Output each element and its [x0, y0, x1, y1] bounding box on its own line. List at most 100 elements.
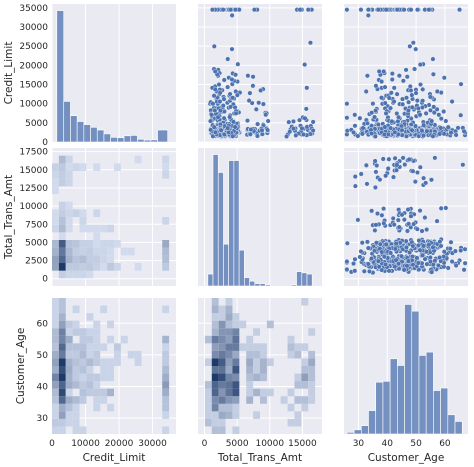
hist2d-cell	[232, 403, 240, 412]
scatter-point	[420, 98, 426, 104]
hist2d-cell	[162, 240, 170, 248]
histogram-bar	[233, 160, 240, 287]
hist2d-cell	[65, 217, 73, 225]
hist2d-cell	[114, 343, 121, 351]
scatter-point	[443, 205, 449, 211]
scatter-point	[208, 127, 214, 133]
scatter-point	[421, 133, 427, 139]
scatter-point	[303, 106, 309, 112]
histogram-bar	[404, 304, 413, 435]
hist2d-cell	[65, 255, 73, 263]
hist2d-cell	[93, 381, 101, 389]
scatter-point	[357, 115, 363, 121]
hist2d-cell	[253, 328, 260, 336]
hist2d-cell	[308, 328, 316, 336]
hist2d-cell	[218, 350, 226, 359]
scatter-point	[408, 224, 414, 230]
scatter-point	[232, 7, 238, 13]
hist2d-cell	[246, 381, 254, 389]
hist2d-cell	[65, 178, 73, 187]
scatter-point	[372, 133, 378, 139]
hist2d-cell	[79, 381, 87, 389]
scatter-point	[400, 155, 406, 161]
scatter-point	[458, 248, 464, 254]
scatter-point	[391, 85, 397, 91]
hist2d-cell	[72, 305, 80, 314]
scatter-point	[248, 127, 254, 133]
scatter-point	[364, 73, 370, 79]
hist2d-cell	[72, 328, 80, 336]
hist2d-cell	[72, 418, 80, 427]
scatter-point	[310, 128, 316, 134]
scatter-point	[395, 217, 401, 223]
hist2d-cell	[52, 305, 59, 314]
scatter-point	[441, 75, 447, 81]
hist2d-cell	[218, 313, 226, 321]
hist2d-cell	[86, 328, 94, 336]
histogram-bar	[157, 129, 168, 143]
hist2d-cell	[65, 155, 73, 164]
scatter-point	[234, 92, 240, 98]
scatter-point	[250, 74, 256, 80]
scatter-point	[352, 123, 358, 129]
hist2d-cell	[301, 381, 309, 389]
scatter-point	[304, 85, 310, 91]
hist2d-cell	[52, 366, 59, 374]
hist2d-cell	[58, 381, 66, 389]
scatter-point	[417, 164, 423, 170]
hist2d-cell	[100, 388, 108, 397]
scatter-point	[383, 173, 389, 179]
scatter-point	[365, 245, 371, 251]
hist2d-cell	[114, 163, 121, 171]
y-tick-label: 12500	[19, 184, 48, 194]
y-tick-label: 15000	[19, 81, 48, 91]
y-axis-label-credit-limit: Credit_Limit	[3, 42, 15, 105]
y-tick-label: 30000	[19, 23, 48, 33]
hist2d-cell	[65, 171, 73, 179]
hist2d-cell	[114, 350, 121, 359]
hist2d-cell	[225, 335, 233, 344]
scatter-point	[372, 227, 378, 233]
y-tick-label: 17500	[19, 148, 48, 158]
scatter-point	[424, 128, 430, 134]
hist2d-cell	[79, 366, 87, 374]
scatter-point	[393, 257, 399, 263]
scatter-point	[426, 7, 432, 13]
scatter-point	[225, 125, 231, 131]
hist2d-cell	[52, 418, 59, 427]
hist2d-cell	[65, 328, 73, 336]
hist2d-cell	[162, 163, 170, 171]
hist2d-cell	[225, 343, 233, 351]
scatter-point	[293, 132, 299, 138]
scatter-point	[407, 43, 413, 49]
scatter-point	[307, 40, 313, 46]
hist2d-cell	[107, 373, 114, 382]
scatter-point	[355, 133, 361, 139]
hist2d-cell	[162, 155, 170, 164]
scatter-point	[396, 224, 402, 230]
scatter-point	[344, 101, 350, 107]
y-tick-label: 40	[37, 383, 49, 393]
scatter-point	[284, 133, 290, 139]
panel-total-trans-amt-vs-customer-age	[344, 148, 468, 286]
histogram-bar	[411, 310, 420, 435]
hist2d-cell	[246, 366, 254, 374]
hist2d-cell	[58, 396, 66, 404]
panel-customer-age-vs-credit-limit: 30 40 50 60 0 10000 20000 30000	[37, 298, 176, 449]
hist2d-cell	[100, 366, 108, 374]
scatter-point	[393, 240, 399, 246]
hist2d-cell	[218, 366, 226, 374]
hist2d-cell	[86, 366, 94, 374]
scatter-point	[382, 100, 388, 106]
hist2d-cell	[100, 358, 108, 366]
hist2d-cell	[107, 320, 114, 329]
scatter-point	[373, 169, 379, 175]
hist2d-cell	[79, 426, 87, 434]
histogram-bar	[217, 172, 224, 287]
scatter-point	[419, 228, 425, 234]
hist2d-cell	[72, 366, 80, 374]
hist2d-cell	[225, 313, 233, 321]
scatter-point	[374, 163, 380, 169]
y-axis-label-total-trans-amt: Total_Trans_Amt	[3, 175, 15, 260]
scatter-point	[221, 115, 227, 121]
